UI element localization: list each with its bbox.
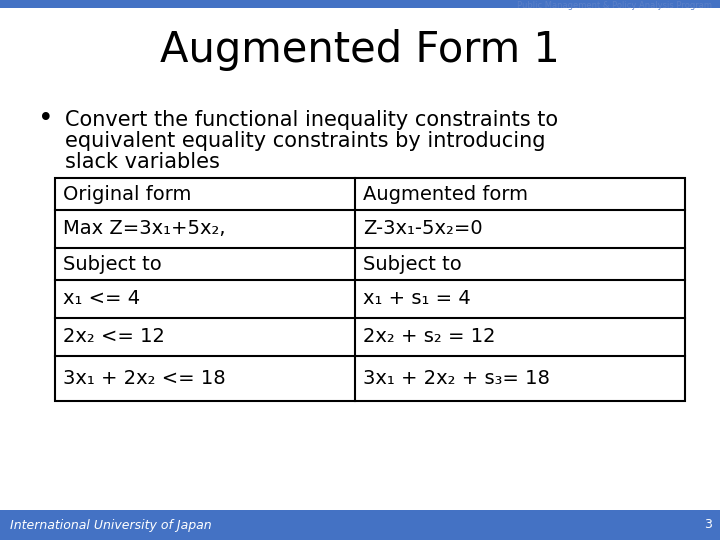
- Text: International University of Japan: International University of Japan: [10, 518, 212, 531]
- Text: Original form: Original form: [63, 185, 192, 204]
- Text: Augmented Form 1: Augmented Form 1: [160, 29, 560, 71]
- Text: Subject to: Subject to: [63, 254, 162, 273]
- Text: 2x₂ + s₂ = 12: 2x₂ + s₂ = 12: [363, 327, 495, 347]
- Text: Subject to: Subject to: [363, 254, 462, 273]
- Text: 3: 3: [704, 518, 712, 531]
- Text: Convert the functional inequality constraints to: Convert the functional inequality constr…: [65, 110, 558, 130]
- Text: 3x₁ + 2x₂ + s₃= 18: 3x₁ + 2x₂ + s₃= 18: [363, 369, 550, 388]
- Bar: [0, 0, 720, 8]
- Text: x₁ <= 4: x₁ <= 4: [63, 289, 140, 308]
- Text: equivalent equality constraints by introducing: equivalent equality constraints by intro…: [65, 131, 546, 151]
- Text: Public Management & Policy Analysis Program: Public Management & Policy Analysis Prog…: [517, 2, 712, 10]
- Bar: [0, 510, 720, 540]
- Text: slack variables: slack variables: [65, 152, 220, 172]
- Text: x₁ + s₁ = 4: x₁ + s₁ = 4: [363, 289, 471, 308]
- Text: 2x₂ <= 12: 2x₂ <= 12: [63, 327, 165, 347]
- Text: 3x₁ + 2x₂ <= 18: 3x₁ + 2x₂ <= 18: [63, 369, 225, 388]
- Text: Z-3x₁-5x₂=0: Z-3x₁-5x₂=0: [363, 219, 482, 239]
- Text: Augmented form: Augmented form: [363, 185, 528, 204]
- Text: Max Z=3x₁+5x₂,: Max Z=3x₁+5x₂,: [63, 219, 225, 239]
- Text: •: •: [38, 106, 53, 132]
- Bar: [55, 178, 685, 401]
